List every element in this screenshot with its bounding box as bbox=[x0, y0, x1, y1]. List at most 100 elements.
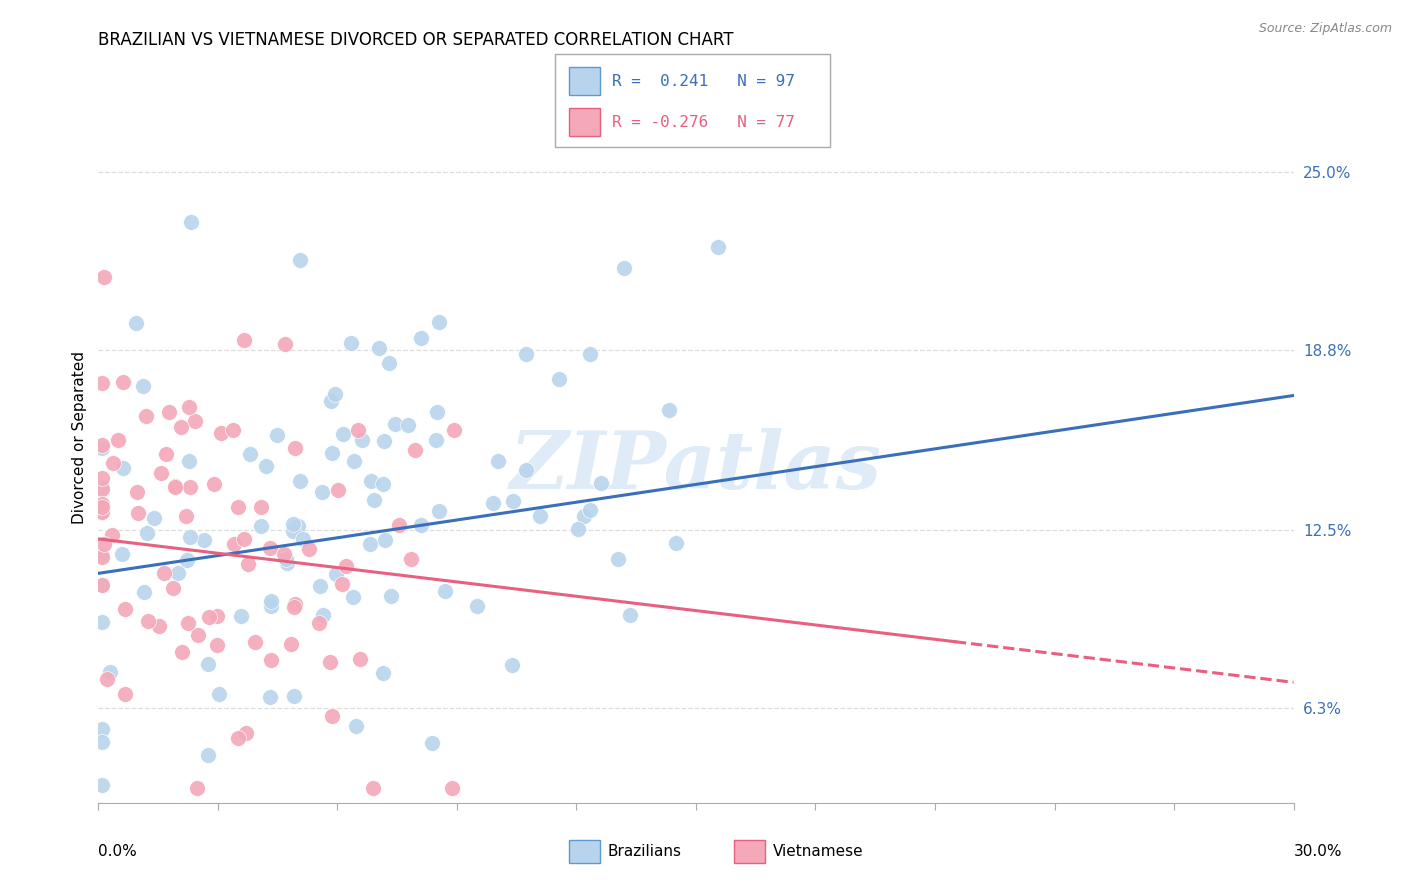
Point bbox=[319, 655, 342, 669]
Point bbox=[501, 658, 523, 673]
Point bbox=[249, 519, 271, 533]
Point bbox=[280, 637, 302, 651]
Point bbox=[125, 317, 148, 331]
Point bbox=[547, 372, 569, 386]
Point bbox=[155, 447, 177, 461]
Point bbox=[243, 634, 266, 648]
Point bbox=[273, 547, 295, 561]
Point bbox=[325, 567, 347, 582]
Point bbox=[312, 608, 335, 623]
Text: Source: ZipAtlas.com: Source: ZipAtlas.com bbox=[1258, 22, 1392, 36]
Point bbox=[515, 346, 537, 360]
Text: ZIPatlas: ZIPatlas bbox=[510, 427, 882, 505]
Point bbox=[91, 578, 114, 592]
Point bbox=[91, 722, 114, 736]
Point bbox=[411, 331, 433, 345]
Point bbox=[127, 506, 149, 520]
Point bbox=[239, 447, 262, 461]
Point bbox=[350, 433, 373, 447]
Point bbox=[283, 599, 305, 614]
Point bbox=[197, 610, 219, 624]
Point bbox=[202, 477, 225, 491]
Text: Brazilians: Brazilians bbox=[607, 845, 682, 859]
Point bbox=[440, 781, 463, 796]
Point bbox=[529, 508, 551, 523]
Point bbox=[107, 433, 129, 447]
Point bbox=[180, 215, 202, 229]
Point bbox=[321, 709, 343, 723]
Point bbox=[396, 418, 419, 433]
Point bbox=[91, 500, 114, 514]
Point bbox=[284, 598, 307, 612]
Point bbox=[373, 434, 395, 448]
Point bbox=[250, 500, 273, 515]
Point bbox=[236, 557, 259, 571]
Point bbox=[443, 423, 465, 437]
Point bbox=[309, 579, 332, 593]
Point bbox=[426, 405, 449, 419]
Point bbox=[359, 537, 381, 551]
Point bbox=[127, 485, 149, 500]
Point bbox=[170, 420, 193, 434]
Point bbox=[579, 347, 602, 361]
Point bbox=[232, 333, 254, 347]
Point bbox=[340, 335, 363, 350]
Point bbox=[221, 423, 243, 437]
Point bbox=[260, 594, 283, 608]
Point bbox=[433, 584, 456, 599]
Point bbox=[335, 559, 357, 574]
Point bbox=[259, 541, 281, 555]
Point bbox=[91, 734, 114, 748]
Point bbox=[232, 532, 254, 546]
Point bbox=[319, 393, 342, 408]
Point bbox=[425, 433, 447, 447]
Point bbox=[404, 443, 426, 458]
Point bbox=[177, 401, 200, 415]
Point bbox=[91, 438, 114, 452]
Point bbox=[114, 687, 136, 701]
Text: Vietnamese: Vietnamese bbox=[773, 845, 863, 859]
Point bbox=[420, 736, 443, 750]
Point bbox=[658, 403, 681, 417]
Point bbox=[276, 552, 298, 566]
Point bbox=[502, 494, 524, 508]
Point bbox=[159, 405, 181, 419]
Point bbox=[276, 556, 298, 570]
Point bbox=[91, 549, 114, 563]
Point bbox=[409, 517, 432, 532]
Point bbox=[254, 459, 277, 474]
Point bbox=[176, 615, 198, 630]
Point bbox=[283, 689, 305, 703]
Point bbox=[91, 482, 114, 496]
Point bbox=[344, 719, 367, 733]
Point bbox=[153, 566, 176, 580]
Point bbox=[332, 427, 354, 442]
Point bbox=[665, 535, 688, 549]
Point bbox=[205, 639, 228, 653]
Point bbox=[162, 582, 184, 596]
Point bbox=[288, 474, 311, 488]
Point bbox=[166, 566, 188, 580]
Point bbox=[427, 315, 450, 329]
Point bbox=[205, 608, 228, 623]
Point bbox=[177, 454, 200, 468]
Point bbox=[298, 541, 321, 556]
Point bbox=[371, 476, 394, 491]
Point bbox=[349, 652, 371, 666]
Point bbox=[371, 666, 394, 681]
Point bbox=[380, 590, 402, 604]
Point bbox=[228, 500, 250, 514]
Point bbox=[96, 672, 118, 686]
Point bbox=[193, 533, 215, 548]
Point bbox=[384, 417, 406, 432]
Point bbox=[91, 376, 114, 391]
Point bbox=[114, 602, 136, 616]
Point bbox=[360, 475, 382, 489]
Point bbox=[373, 533, 395, 547]
Point bbox=[209, 426, 232, 441]
Point bbox=[186, 781, 208, 796]
Point bbox=[486, 454, 509, 468]
Point bbox=[330, 576, 353, 591]
Point bbox=[287, 519, 309, 533]
Point bbox=[283, 441, 305, 455]
